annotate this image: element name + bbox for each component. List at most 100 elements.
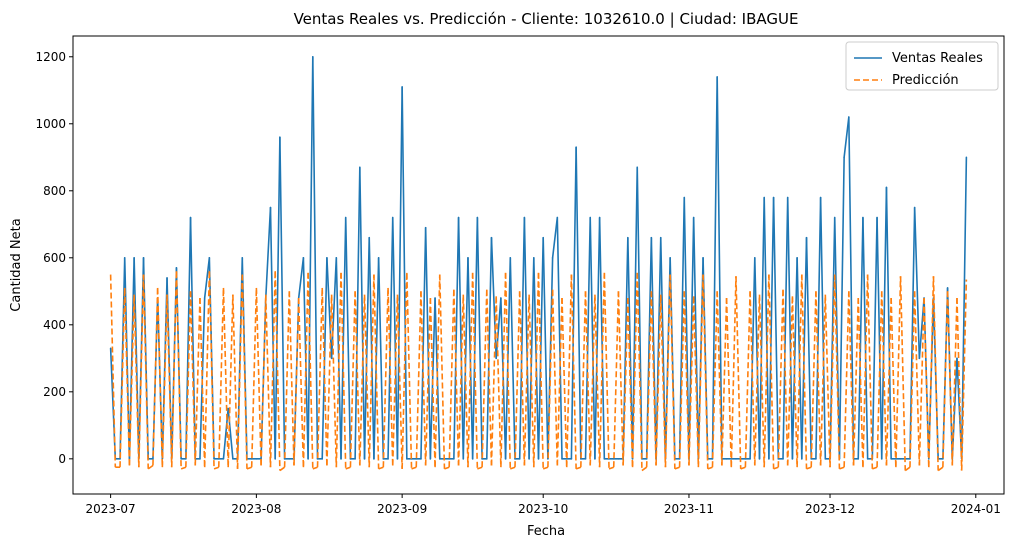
series-segment xyxy=(349,291,356,468)
series-segment xyxy=(321,287,328,466)
series-segment xyxy=(359,294,366,466)
series-segment xyxy=(246,466,252,470)
series-segment xyxy=(565,274,573,468)
series-segment xyxy=(885,297,892,466)
series-segment xyxy=(321,256,328,460)
series-segment xyxy=(434,297,441,460)
series-segment xyxy=(147,464,154,470)
series-segment xyxy=(138,274,145,468)
series-segment xyxy=(444,466,450,470)
series-segment xyxy=(391,294,399,466)
series-segment xyxy=(401,272,408,469)
series-segment xyxy=(448,289,455,468)
series-segment xyxy=(711,76,718,460)
series-segment xyxy=(429,297,436,460)
series-segment xyxy=(918,297,925,466)
x-tick-label: 2023-12 xyxy=(805,502,855,516)
series-segment xyxy=(264,206,272,299)
series-segment xyxy=(363,236,371,460)
series-segment xyxy=(725,297,733,468)
series-segment xyxy=(467,272,474,468)
series-segment xyxy=(490,296,497,466)
series-segment xyxy=(612,291,620,468)
series-segment xyxy=(373,274,380,469)
series-segment xyxy=(697,274,704,468)
series-segment xyxy=(927,297,935,460)
series-segment xyxy=(434,274,441,468)
series-segment xyxy=(528,294,535,468)
series-segment xyxy=(166,294,173,468)
series-segment xyxy=(716,76,723,460)
series-segment xyxy=(471,272,479,469)
y-axis-label: Cantidad Neta xyxy=(9,218,24,311)
series-segment xyxy=(622,297,629,466)
series-segment xyxy=(359,166,366,460)
series-segment xyxy=(297,297,305,468)
series-segment xyxy=(264,294,272,468)
series-segment xyxy=(293,297,300,466)
series-segment xyxy=(509,256,516,460)
series-segment xyxy=(255,287,262,466)
series-segment xyxy=(655,294,662,466)
series-segment xyxy=(307,272,314,469)
series-segment xyxy=(659,294,667,468)
series-segment xyxy=(763,196,770,460)
series-segment xyxy=(354,291,361,466)
series-segment xyxy=(796,274,803,468)
series-segment xyxy=(669,274,676,469)
series-segment xyxy=(819,294,827,466)
series-segment xyxy=(142,274,150,469)
series-segment xyxy=(307,55,314,460)
series-segment xyxy=(363,294,371,468)
legend-box xyxy=(845,41,999,91)
series-segment xyxy=(477,466,483,470)
series-segment xyxy=(885,186,892,460)
series-segment xyxy=(495,297,502,360)
series-segment xyxy=(424,297,432,466)
series-segment xyxy=(895,276,902,468)
series-segment xyxy=(584,216,592,460)
series-segment xyxy=(829,274,836,468)
series-segment xyxy=(236,274,244,469)
series-segment xyxy=(420,291,427,466)
series-segment xyxy=(622,236,629,460)
series-segment xyxy=(312,466,318,470)
series-segment xyxy=(641,466,648,472)
legend-label: Predicción xyxy=(892,73,959,88)
series-segment xyxy=(772,196,780,460)
legend: Ventas Reales Predicción xyxy=(845,41,999,91)
series-segment xyxy=(866,274,874,469)
series-layer xyxy=(109,55,968,472)
series-segment xyxy=(744,291,751,468)
series-segment xyxy=(937,466,944,472)
series-segment xyxy=(575,146,582,460)
series-segment xyxy=(500,297,507,460)
series-segment xyxy=(170,271,178,468)
series-segment xyxy=(269,206,276,460)
series-segment xyxy=(109,274,117,468)
series-segment xyxy=(839,466,845,470)
series-segment xyxy=(594,294,601,468)
series-segment xyxy=(161,294,168,468)
series-segment xyxy=(594,216,601,460)
series-segment xyxy=(462,294,469,468)
series-segment xyxy=(575,466,582,470)
series-segment xyxy=(932,276,939,471)
series-segment xyxy=(387,216,394,460)
series-segment xyxy=(782,196,789,460)
series-segment xyxy=(556,216,563,460)
series-segment xyxy=(678,196,686,460)
series-segment xyxy=(133,294,140,468)
series-segment xyxy=(274,271,281,471)
series-1 xyxy=(109,271,968,472)
series-segment xyxy=(415,291,422,468)
x-tick-label: 2023-07 xyxy=(86,502,136,516)
series-segment xyxy=(702,274,709,469)
series-segment xyxy=(227,294,234,468)
series-segment xyxy=(387,287,394,466)
series-segment xyxy=(128,294,135,466)
series-segment xyxy=(951,297,958,466)
series-segment xyxy=(692,296,700,468)
series-segment xyxy=(551,216,559,259)
